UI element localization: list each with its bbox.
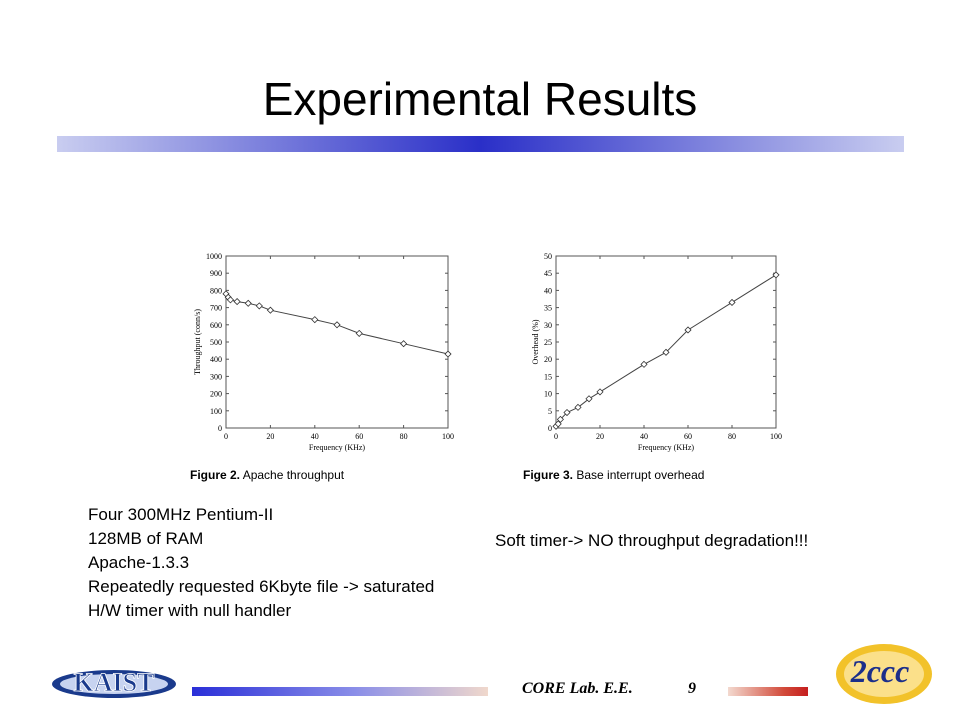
figure-3-caption: Figure 3. Base interrupt overhead [523,468,704,482]
y-tick-label: 5 [548,407,552,416]
data-point-marker [640,360,648,368]
y-tick-label: 0 [548,424,552,433]
y-tick-label: 35 [544,304,552,313]
x-axis-label: Frequency (KHz) [309,443,366,452]
slide-title: Experimental Results [262,73,698,125]
y-tick-label: 100 [210,407,222,416]
data-point-marker [255,302,263,310]
data-point-marker [585,395,593,403]
y-tick-label: 30 [544,321,552,330]
experiment-specs: Four 300MHz Pentium-II 128MB of RAM Apac… [88,503,434,623]
page-number: 9 [688,680,696,697]
x-tick-label: 0 [224,432,228,441]
spec-line: Apache-1.3.3 [88,553,190,572]
data-point-marker [772,271,780,279]
data-point-marker [226,296,235,304]
spec-line: 128MB of RAM [88,529,204,548]
kaist-logo-text: KAIST [74,668,155,697]
x-axis-label: Frequency (KHz) [638,443,695,452]
data-point-marker [728,298,736,307]
data-point-marker [244,299,252,307]
footer-bar-left [192,687,488,696]
soft-timer-note: Soft timer-> NO throughput degradation!!… [495,531,809,550]
x-tick-label: 20 [596,432,604,441]
2ccc-logo-text: 2ccc [850,653,910,689]
data-point-marker [596,388,604,396]
data-point-marker [563,408,571,417]
plot-frame [225,255,449,429]
spec-line: Four 300MHz Pentium-II [88,505,274,524]
figure-3-number: Figure 3. [523,468,574,482]
y-axis-label: Overhead (%) [531,319,540,364]
x-tick-label: 100 [770,432,782,441]
y-tick-label: 20 [544,355,552,364]
interrupt-overhead-chart: 0 5 10 15 20 25 30 35 40 45 50 0 20 40 60 80 100 Freque… [531,252,782,452]
y-tick-label: 800 [210,286,222,295]
data-point-marker [684,326,692,334]
data-point-marker [662,348,670,356]
y-tick-label: 700 [210,304,222,313]
2ccc-logo: 2ccc [836,644,932,704]
figure-3-text: Base interrupt overhead [576,468,705,482]
x-tick-label: 0 [554,432,558,441]
footer-lab-name: CORE Lab. E.E. [522,680,633,697]
data-point-marker [444,350,452,358]
apache-throughput-chart: 0 100 200 300 400 500 600 700 800 900 1000 0 20 40 60… [193,252,454,452]
y-tick-label: 40 [544,286,552,295]
y-tick-label: 600 [210,321,222,330]
y-tick-label: 0 [218,424,222,433]
data-point-marker [233,298,241,306]
y-tick-label: 15 [544,372,552,381]
x-tick-label: 40 [640,432,648,441]
y-tick-label: 1000 [206,252,222,261]
data-point-marker [556,415,564,423]
x-tick-label: 80 [728,432,736,441]
kaist-logo: KAIST [52,668,176,698]
y-tick-label: 10 [544,390,552,399]
x-tick-label: 40 [311,432,319,441]
x-tick-label: 100 [442,432,454,441]
y-tick-label: 200 [210,390,222,399]
y-tick-label: 25 [544,338,552,347]
footer-bar-right [728,687,808,696]
title-underline-bar [57,136,904,152]
data-point-marker [333,321,341,329]
data-point-marker [574,403,582,411]
spec-line: H/W timer with null handler [88,601,292,620]
figure-2-number: Figure 2. [190,468,241,482]
y-axis-label: Throughput (conn/s) [193,309,202,375]
x-tick-label: 60 [684,432,692,441]
data-point-marker [355,329,363,337]
figure-2-text: Apache throughput [242,468,345,482]
y-tick-label: 500 [210,338,222,347]
figure-2-caption: Figure 2. Apache throughput [190,468,344,482]
y-tick-label: 900 [210,269,222,278]
y-tick-label: 300 [210,372,222,381]
data-point-marker [554,420,562,428]
y-tick-label: 400 [210,355,222,364]
data-point-marker [266,306,274,314]
data-point-marker [400,340,408,348]
x-tick-label: 80 [400,432,408,441]
data-point-marker [311,316,319,324]
x-tick-label: 60 [355,432,363,441]
y-tick-label: 45 [544,269,552,278]
spec-line: Repeatedly requested 6Kbyte file -> satu… [88,577,435,596]
x-tick-label: 20 [266,432,274,441]
y-tick-label: 50 [544,252,552,261]
